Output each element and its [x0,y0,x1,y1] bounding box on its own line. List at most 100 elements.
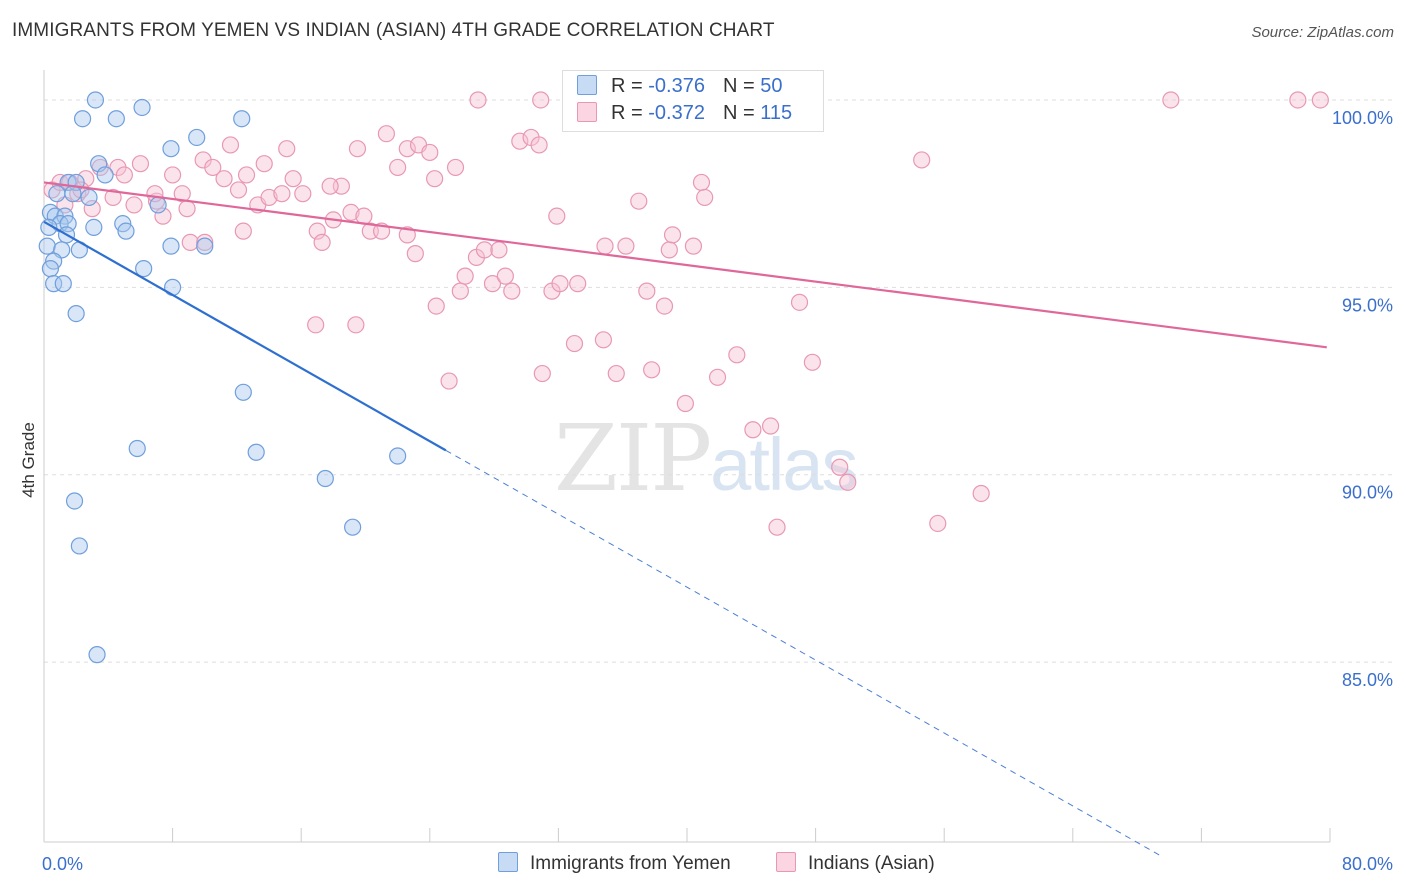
point-indian [655,297,674,315]
point-indian [125,196,143,214]
point-indian [1289,91,1307,109]
point-yemen [70,537,88,555]
point-indian [237,166,256,184]
point-indian [377,125,395,143]
point-indian [178,200,196,218]
point-indian [530,136,548,154]
point-indian [496,267,514,285]
point-indian [229,181,248,199]
point-indian [469,91,487,109]
point-yemen [247,443,265,461]
legend-row-yemen: R = -0.376 N = 50 [577,75,782,99]
point-yemen [86,91,105,109]
point-indian [913,151,931,169]
point-yemen [88,646,106,664]
point-indian [440,372,458,390]
point-indian [164,166,182,184]
legend-r-value: -0.376 [648,75,705,97]
point-indian [456,267,474,285]
watermark-atlas: atlas [710,423,858,506]
point-yemen [38,237,56,255]
point-indian [768,518,786,536]
legend-n-label: N = [722,102,761,124]
point-indian [532,91,550,109]
y-tick-label: 90.0% [1342,483,1393,503]
point-indian [663,226,682,244]
point-indian [551,275,569,293]
point-indian [294,185,312,203]
point-indian [929,514,947,533]
point-indian [548,207,566,225]
point-indian [839,473,857,491]
bottom-legend-indian: Indians (Asian) [776,852,935,875]
point-indian [321,177,339,195]
point-indian [234,222,252,240]
point-yemen [41,260,60,278]
legend-r-value: -0.372 [648,102,705,124]
point-indian [181,233,199,251]
y-tick-label: 85.0% [1342,670,1393,690]
point-yemen [65,492,84,510]
legend-n-value: 115 [760,102,793,124]
point-indian [131,155,150,173]
legend-n-label: N = [722,75,761,97]
x-tick-label: 80.0% [1342,854,1393,874]
point-yemen [135,260,153,278]
point-yemen [162,140,180,158]
point-indian [406,245,424,263]
point-yemen [48,185,66,203]
point-yemen [64,185,82,203]
point-indian [490,241,508,259]
point-indian [284,170,302,188]
point-indian [308,222,326,240]
point-indian [196,233,214,251]
trend-line-indian [43,181,1327,349]
point-yemen [80,188,98,207]
watermark-zip: ZIP [554,405,712,512]
point-indian [696,188,714,207]
point-indian [761,417,780,435]
legend-r-label: R = [611,75,649,97]
point-yemen [73,110,92,128]
point-indian [676,394,694,413]
point-yemen [85,218,103,236]
chart-title: IMMIGRANTS FROM YEMEN VS INDIAN (ASIAN) … [12,20,775,41]
point-yemen [149,196,167,214]
legend-swatch-yemen [577,75,597,95]
point-yemen [188,128,206,147]
point-indian [348,140,367,158]
point-indian [154,207,172,225]
point-indian [1311,91,1329,109]
point-indian [638,282,656,300]
point-indian [617,237,635,255]
point-yemen [233,110,251,128]
point-indian [421,143,439,162]
point-indian [204,158,222,177]
point-indian [790,293,809,311]
point-indian [221,136,240,154]
point-indian [533,364,551,383]
point-yemen [96,166,114,184]
point-indian [744,421,762,439]
point-indian [483,275,502,293]
point-indian [104,188,122,207]
point-indian [594,331,613,349]
bottom-legend-swatch-yemen [498,852,518,872]
point-indian [692,173,711,192]
point-yemen [133,98,151,117]
x-tick-label: 0.0% [42,854,83,874]
point-indian [398,226,416,244]
point-indian [596,237,614,255]
legend-r-label: R = [611,102,649,124]
point-indian [511,132,529,150]
point-indian [347,316,365,334]
point-indian [503,282,521,300]
point-yemen [162,237,180,255]
point-yemen [45,275,63,293]
point-yemen [107,110,125,128]
point-indian [115,166,133,184]
point-indian [389,158,407,177]
bottom-legend-label-indian: Indians (Asian) [808,853,935,874]
point-indian [451,282,469,300]
point-indian [565,334,584,353]
